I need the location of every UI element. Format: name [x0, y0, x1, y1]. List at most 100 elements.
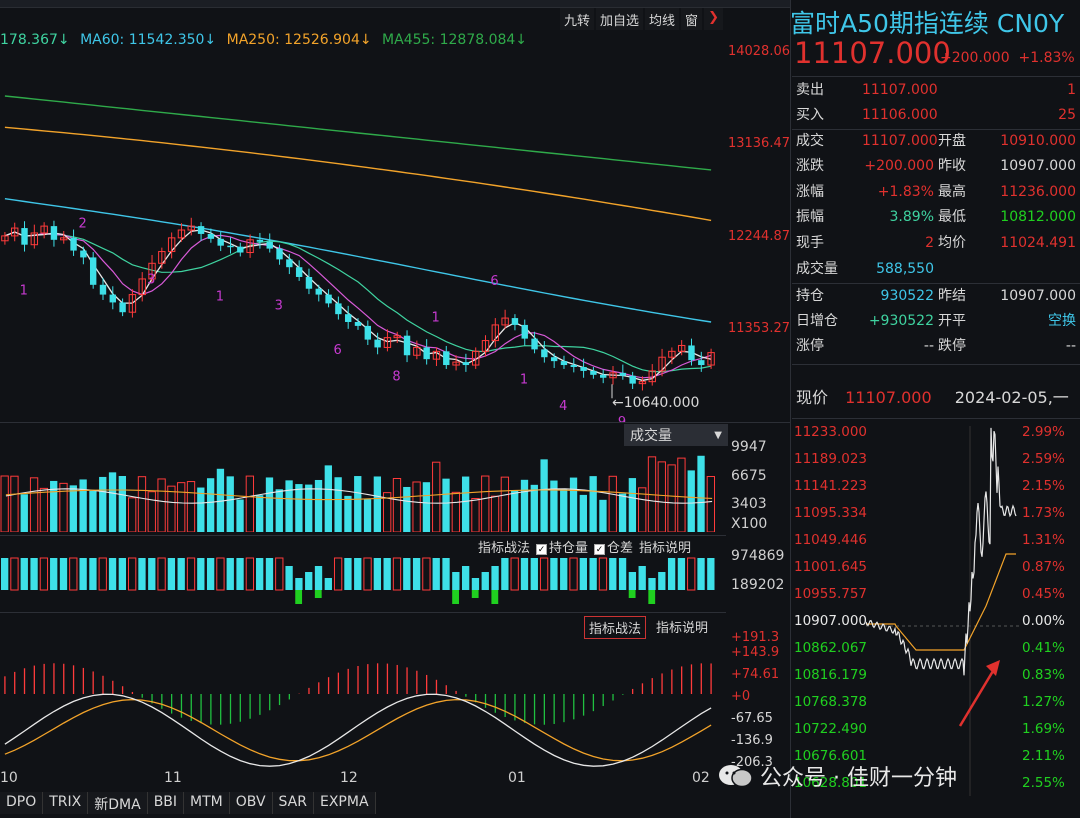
- ma-button[interactable]: 均线: [645, 8, 680, 30]
- quote-value: 空换: [1048, 313, 1076, 329]
- tab-dpo[interactable]: DPO: [0, 792, 44, 814]
- position-bar: [589, 558, 597, 590]
- quote-row: 现手 2 均价 11024.491: [796, 231, 1078, 256]
- candle-down: [560, 361, 568, 366]
- collapse-icon[interactable]: ❯: [704, 8, 723, 30]
- volume-bar-up: [186, 481, 196, 532]
- volume-bar-down: [285, 480, 293, 532]
- intraday-pct-tick: 2.55%: [1022, 775, 1065, 791]
- candle-up: [452, 361, 460, 366]
- position-bar: [687, 557, 696, 591]
- volume-bar-up: [638, 487, 647, 532]
- candle-up: [1, 235, 9, 242]
- position-bar: [501, 558, 509, 590]
- intraday-price-tick: 11095.334: [794, 505, 868, 521]
- position-diff-bar: [295, 590, 303, 604]
- nine-turn-button[interactable]: 九转: [560, 8, 595, 30]
- position-bar: [569, 557, 578, 591]
- intraday-pct-tick: 0.83%: [1022, 667, 1065, 683]
- quote-value: +1.83%: [877, 184, 934, 200]
- macd-help-button[interactable]: 指标说明: [656, 621, 709, 636]
- candle-up: [187, 225, 195, 231]
- candle-down: [541, 349, 548, 358]
- volume-bar-down: [442, 478, 450, 532]
- annotation-arrow-shaft: [958, 665, 998, 727]
- current-label: 现价: [796, 388, 829, 407]
- volume-bar-down: [79, 479, 87, 532]
- position-diff-bar: [471, 590, 479, 598]
- quote-row: 持仓 930522 昨结 10907.000: [796, 284, 1078, 309]
- candle-up: [148, 262, 156, 280]
- intraday-price-tick: 10862.067: [794, 640, 868, 656]
- candle-down: [237, 246, 244, 253]
- candle-up: [60, 237, 68, 241]
- add-favorite-button[interactable]: 加自选: [596, 8, 644, 30]
- candle-down: [443, 351, 450, 366]
- open-interest-checkbox[interactable]: ✓ 持仓量: [536, 537, 588, 556]
- volume-bar-down: [275, 489, 283, 532]
- candle-down: [511, 318, 519, 325]
- position-bar: [530, 558, 538, 590]
- check-icon: ✓: [594, 544, 606, 555]
- volume-label: 成交量: [630, 428, 672, 444]
- tab-expma[interactable]: EXPMA: [313, 792, 376, 814]
- volume-bar-up: [147, 491, 156, 532]
- volume-selector[interactable]: 成交量 ▼: [624, 424, 728, 446]
- price-tick: 13136.47: [727, 136, 790, 151]
- intraday-chart[interactable]: [866, 426, 1020, 796]
- turn-digit: 1: [20, 284, 28, 299]
- candle-up: [30, 232, 39, 246]
- tab-bbi[interactable]: BBI: [147, 792, 185, 814]
- window-button[interactable]: 窗: [681, 8, 703, 30]
- tab-trix[interactable]: TRIX: [43, 792, 89, 814]
- annotation-arrow-head: [986, 660, 1000, 676]
- position-diff-bar: [628, 590, 636, 598]
- position-diff-bar: [452, 590, 459, 604]
- tab-sar[interactable]: SAR: [272, 792, 314, 814]
- candle-down: [344, 314, 352, 322]
- wechat-icon: [718, 763, 754, 789]
- position-bar: [648, 578, 656, 590]
- volume-bar-down: [118, 476, 127, 532]
- position-bar: [265, 558, 274, 590]
- ma250-line: [4, 126, 712, 222]
- position-bar: [138, 558, 146, 590]
- position-bar: [236, 558, 244, 590]
- tab-obv[interactable]: OBV: [229, 792, 273, 814]
- tactic-button[interactable]: 指标战法: [478, 541, 531, 556]
- macd-tactic-button[interactable]: 指标战法: [584, 616, 647, 639]
- quote-row: 振幅 3.89% 最低 10812.000: [796, 205, 1078, 230]
- help-button[interactable]: 指标说明: [639, 541, 692, 556]
- position-bar: [69, 557, 78, 591]
- x-tick: 01: [508, 770, 526, 786]
- position-diff-bar: [314, 590, 322, 598]
- position-bar: [148, 558, 156, 590]
- volume-bar-up: [471, 498, 480, 532]
- macd-tick: -136.9: [731, 733, 773, 748]
- position-bar: [442, 558, 450, 590]
- quote-label: 持仓: [796, 288, 824, 304]
- volume-bar-down: [697, 455, 705, 532]
- volume-bar-up: [412, 481, 421, 532]
- position-bar: [579, 558, 587, 590]
- quote-value: 10907.000: [1000, 288, 1076, 304]
- volume-bar-up: [451, 491, 460, 532]
- macd-tick: +0: [731, 689, 751, 704]
- kline-chart[interactable]: 1 2 3 1 3 6 8 1 6 1 4 9: [0, 50, 726, 422]
- volume-bar-down: [344, 495, 352, 532]
- volume-tick: 6675: [731, 468, 767, 484]
- volume-ma10-line: [5, 489, 713, 501]
- volume-bar-up: [39, 487, 49, 532]
- position-diff-checkbox[interactable]: ✓ 仓差: [594, 537, 633, 556]
- current-price: 11107.000: [845, 388, 932, 407]
- volume-bar-up: [157, 478, 166, 532]
- candle-up: [638, 381, 647, 385]
- volume-bar-down: [108, 472, 117, 532]
- volume-bar-down: [50, 480, 58, 532]
- tab-new-dma[interactable]: 新DMA: [88, 792, 148, 814]
- tab-mtm[interactable]: MTM: [184, 792, 230, 814]
- ma455-line: [4, 95, 712, 171]
- position-bar: [79, 558, 87, 590]
- intraday-pct-tick: 1.73%: [1022, 505, 1065, 521]
- watermark: 公众号 · 佳财一分钟: [718, 760, 957, 792]
